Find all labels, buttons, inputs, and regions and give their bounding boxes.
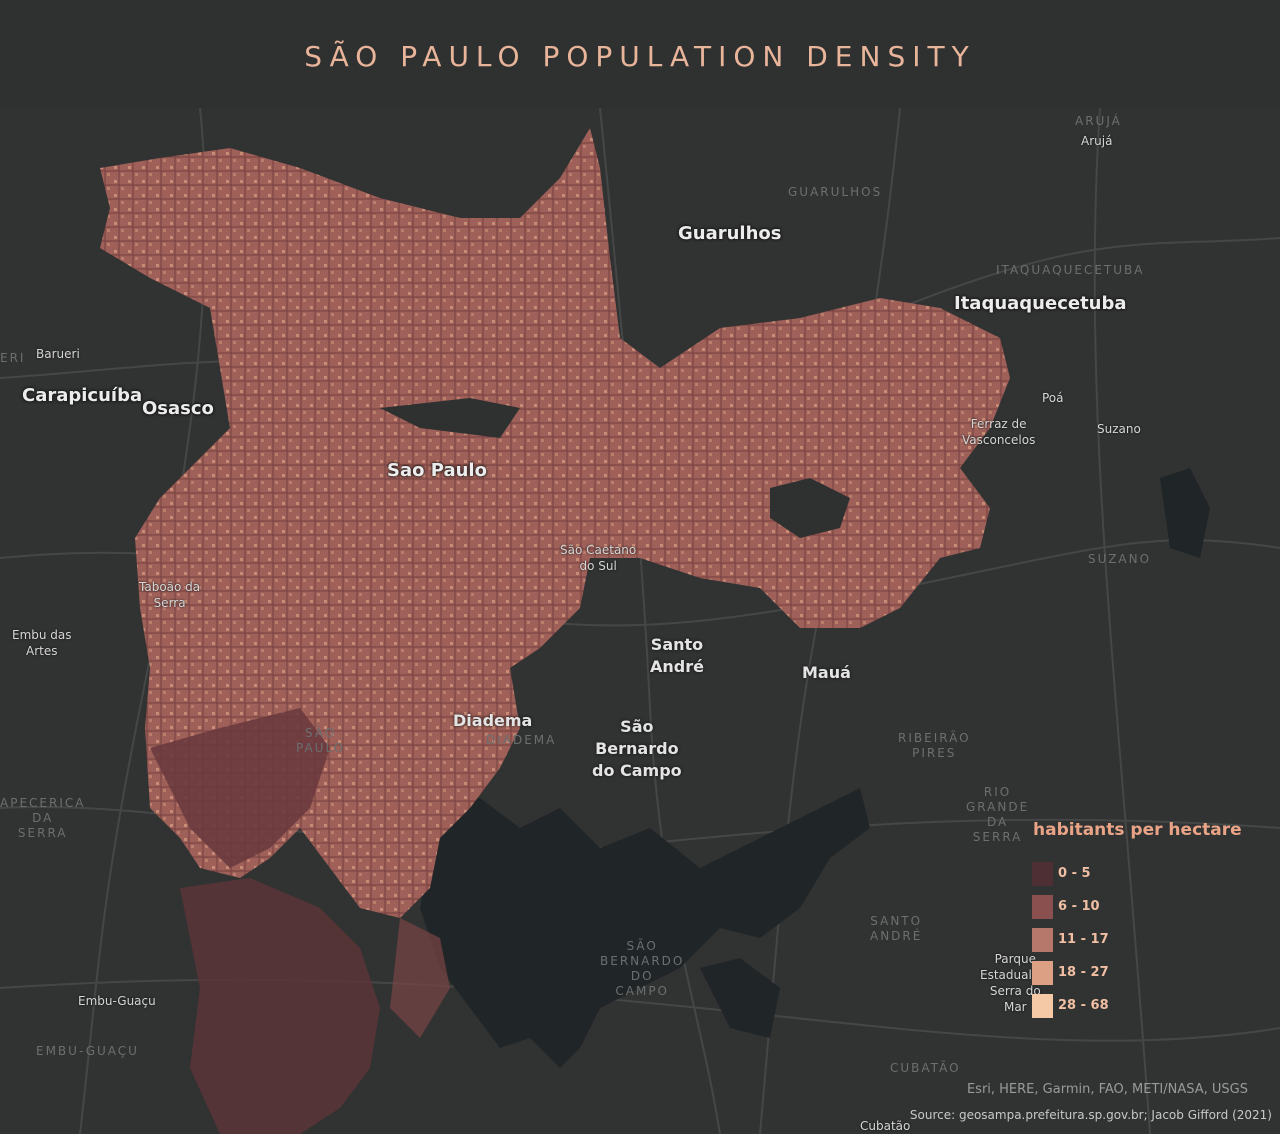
- city-label-taboao-da-serra: Taboão da Serra: [139, 580, 201, 610]
- city-label-suzano: Suzano: [1097, 422, 1141, 436]
- admin-label-cubatao: CUBATÃO: [890, 1061, 961, 1075]
- admin-label-sao-bernardo: SÃO BERNARDO DO CAMPO: [600, 939, 685, 998]
- admin-label-guarulhos: GUARULHOS: [788, 185, 883, 199]
- city-label-sao-caetano: São Caetano do Sul: [560, 543, 637, 573]
- city-label-ferraz-de-vasconcelos: Ferraz de Vasconcelos: [962, 417, 1036, 447]
- legend-swatch: [1032, 994, 1053, 1018]
- city-label-aruja: Arujá: [1081, 134, 1113, 148]
- admin-label-barueri-fragment: ERI: [0, 351, 26, 365]
- city-label-diadema: Diadema: [453, 711, 533, 730]
- city-label-maua: Mauá: [802, 663, 851, 682]
- admin-label-suzano: SUZANO: [1088, 552, 1152, 566]
- city-label-carapicuiba: Carapicuíba: [22, 385, 143, 406]
- legend-swatch: [1032, 961, 1053, 985]
- admin-label-ribeirao-pires: RIBEIRÃO PIRES: [898, 731, 971, 760]
- admin-label-sao-paulo: SÃO PAULO: [296, 726, 346, 755]
- legend-title: habitants per hectare: [1033, 820, 1242, 840]
- legend-label: 6 - 10: [1058, 899, 1100, 914]
- admin-label-itaquaquecetuba: ITAQUAQUECETUBA: [996, 263, 1145, 277]
- legend-swatch: [1032, 862, 1053, 886]
- legend-label: 28 - 68: [1058, 998, 1109, 1013]
- legend-swatch: [1032, 928, 1053, 952]
- city-label-sao-paulo: Sao Paulo: [387, 460, 487, 481]
- city-label-barueri: Barueri: [36, 347, 80, 361]
- city-label-embu-das-artes: Embu das Artes: [12, 628, 72, 658]
- city-label-santo-andre: Santo André: [650, 635, 704, 676]
- map-canvas[interactable]: ARUJÁ GUARULHOS ITAQUAQUECETUBA SUZANO S…: [0, 108, 1280, 1134]
- admin-label-santo-andre: SANTO ANDRÉ: [870, 914, 923, 943]
- admin-label-diadema: DIADEMA: [486, 733, 557, 747]
- city-label-embu-guacu: Embu-Guaçu: [78, 994, 156, 1008]
- city-label-poa: Poá: [1042, 391, 1064, 405]
- legend-label: 18 - 27: [1058, 965, 1109, 980]
- legend-swatch: [1032, 895, 1053, 919]
- map-graphics: [0, 108, 1280, 1134]
- admin-label-rio-grande-da-serra: RIO GRANDE DA SERRA: [966, 785, 1030, 844]
- map-attribution: Esri, HERE, Garmin, FAO, METI/NASA, USGS: [966, 1082, 1248, 1097]
- legend-label: 11 - 17: [1058, 932, 1109, 947]
- city-label-guarulhos: Guarulhos: [678, 223, 782, 244]
- source-credit: Source: geosampa.prefeitura.sp.gov.br; J…: [909, 1108, 1272, 1122]
- density-layer: [100, 128, 1010, 1134]
- admin-label-itapecerica: APECERICA DA SERRA: [0, 796, 86, 840]
- city-label-osasco: Osasco: [142, 398, 214, 419]
- admin-label-embu-guacu: EMBU-GUAÇU: [36, 1044, 139, 1058]
- city-label-itaquaquecetuba: Itaquaquecetuba: [954, 293, 1127, 314]
- city-label-cubatao: Cubatão: [860, 1119, 911, 1133]
- legend-label: 0 - 5: [1058, 866, 1091, 881]
- city-label-sao-bernardo: São Bernardo do Campo: [592, 717, 682, 780]
- map-title: SÃO PAULO POPULATION DENSITY: [304, 40, 976, 73]
- title-bar: SÃO PAULO POPULATION DENSITY: [0, 0, 1280, 108]
- admin-label-aruja: ARUJÁ: [1075, 114, 1122, 128]
